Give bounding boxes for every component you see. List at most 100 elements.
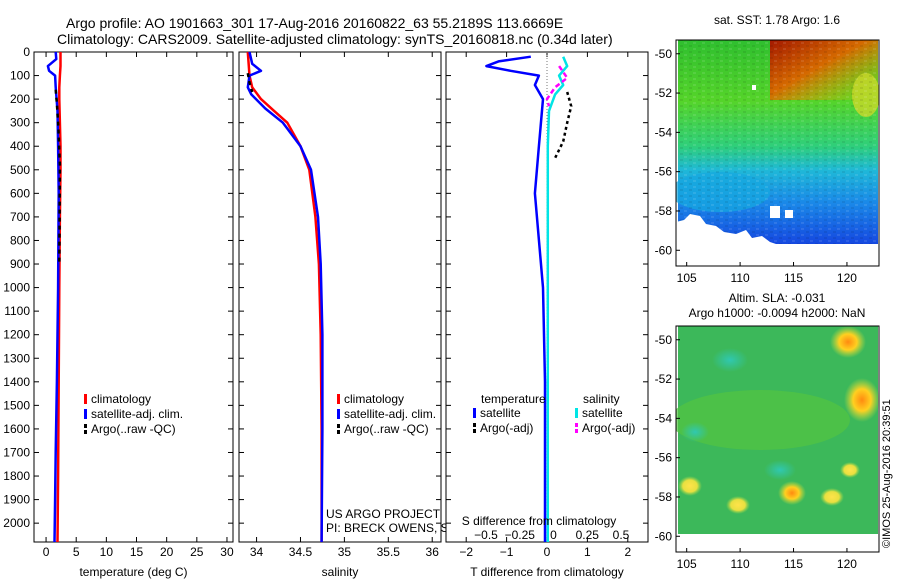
differences-x-tick-label: −1 bbox=[500, 545, 514, 559]
differences-top-tick-label: 0 bbox=[550, 528, 557, 542]
differences-top-tick-label: 0.5 bbox=[613, 528, 630, 542]
temperature-x-tick-label: 5 bbox=[73, 545, 80, 559]
differences-x-tick-label: −2 bbox=[459, 545, 473, 559]
temperature-series-argo-raw-qc- bbox=[54, 89, 62, 265]
temperature-legend-argo-swatch bbox=[84, 430, 87, 434]
differences-legend-header-temperature: temperature bbox=[481, 392, 546, 406]
temperature-y-tick-label: 300 bbox=[10, 116, 30, 130]
salinity-x-tick-label: 36 bbox=[426, 545, 440, 559]
differences-series-temperature-satellite bbox=[485, 55, 547, 542]
differences-top-tick-label: −0.25 bbox=[505, 528, 536, 542]
sst-map-y-tick-label: -58 bbox=[655, 204, 673, 218]
temperature-y-tick-label: 1900 bbox=[3, 493, 30, 507]
temperature-legend-climatology-swatch bbox=[84, 394, 87, 404]
sla-map-y-tick-label: -54 bbox=[655, 411, 673, 425]
differences-legend-salinity-satellite-label: satellite bbox=[582, 406, 623, 420]
sla-cool-anomaly bbox=[764, 460, 796, 480]
temperature-y-tick-label: 1700 bbox=[3, 445, 30, 459]
sla-warm-anomaly bbox=[844, 378, 879, 422]
sst-map-x-tick-label: 115 bbox=[784, 271, 803, 285]
temperature-y-tick-label: 2000 bbox=[3, 516, 30, 530]
sla-map-y-tick-label: -58 bbox=[655, 490, 673, 504]
differences-series-temperature-argo-adj- bbox=[553, 91, 573, 159]
differences-x-tick-label: 0 bbox=[544, 545, 551, 559]
sst-map-y-tick-label: -56 bbox=[655, 165, 673, 179]
sst-map-y-tick-label: -52 bbox=[655, 86, 673, 100]
sst-map-x-tick-label: 110 bbox=[731, 271, 750, 285]
difference-profile-panel: −2 −1 0 1 2T difference from climatology S di… bbox=[445, 51, 649, 579]
temperature-x-tick-label: 10 bbox=[100, 545, 114, 559]
sst-map-x-tick-label: 120 bbox=[837, 271, 857, 285]
differences-series-salinity-satellite bbox=[546, 56, 569, 542]
sst-argo-location-marker bbox=[752, 85, 756, 90]
differences-legend-salinity-argo-swatch bbox=[575, 423, 578, 427]
salinity-legend-argo-label: Argo(..raw -QC) bbox=[344, 422, 429, 436]
sla-cool-anomaly bbox=[681, 422, 709, 442]
sst-map-x-tick-label: 105 bbox=[677, 271, 697, 285]
temperature-y-tick-label: 800 bbox=[10, 233, 30, 247]
sla-map-y-tick-label: -56 bbox=[655, 451, 673, 465]
differences-top-axis-label: S difference from climatology bbox=[462, 514, 617, 528]
temperature-profile-panel: 0 5 10 15 20 25 300100200300400500600700800900… bbox=[3, 45, 234, 579]
temperature-y-tick-label: 700 bbox=[10, 210, 30, 224]
differences-legend-salinity-argo-swatch bbox=[575, 429, 578, 433]
salinity-legend-climatology-swatch bbox=[337, 394, 340, 404]
temperature-series-climatology bbox=[56, 52, 62, 543]
project-annotation: US ARGO PROJECT bbox=[326, 507, 441, 521]
differences-x-tick-label: 2 bbox=[624, 545, 631, 559]
salinity-series-argo-raw-qc- bbox=[246, 72, 254, 93]
salinity-legend-argo-swatch bbox=[337, 430, 340, 434]
salinity-x-tick-label: 35 bbox=[338, 545, 352, 559]
sst-map-y-tick-label: -54 bbox=[655, 125, 673, 139]
temperature-y-tick-label: 900 bbox=[10, 257, 30, 271]
salinity-plot-frame bbox=[238, 51, 442, 543]
sla-warm-anomaly bbox=[726, 496, 750, 514]
temperature-y-tick-label: 1200 bbox=[3, 328, 30, 342]
temperature-legend-climatology-label: climatology bbox=[91, 392, 151, 406]
salinity-legend-climatology-label: climatology bbox=[344, 392, 404, 406]
differences-x-tick-label: 1 bbox=[584, 545, 591, 559]
salinity-legend-satellite-label: satellite-adj. clim. bbox=[344, 407, 436, 421]
sst-map-frame bbox=[675, 39, 880, 267]
sla-warm-anomaly bbox=[778, 481, 806, 505]
sla-map-title-line1: Altim. SLA: -0.031 bbox=[729, 291, 826, 305]
figure-title-line1: Argo profile: AO 1901663_301 17-Aug-2016… bbox=[66, 15, 563, 31]
sla-warm-anomaly bbox=[678, 476, 702, 496]
differences-top-tick-label: −0.5 bbox=[474, 528, 498, 542]
temperature-x-tick-label: 0 bbox=[43, 545, 50, 559]
temperature-y-tick-label: 500 bbox=[10, 163, 30, 177]
salinity-x-axis-label: salinity bbox=[322, 565, 359, 579]
temperature-series-satellite-adj-clim- bbox=[46, 51, 60, 543]
temperature-legend-satellite-swatch bbox=[84, 409, 87, 419]
figure-title-line2: Climatology: CARS2009. Satellite-adjuste… bbox=[57, 31, 613, 47]
salinity-x-tick-label: 35.5 bbox=[377, 545, 401, 559]
sla-map-y-tick-label: -52 bbox=[655, 372, 673, 386]
differences-top-tick-label: 0.25 bbox=[576, 528, 600, 542]
temperature-y-tick-label: 1300 bbox=[3, 351, 30, 365]
temperature-legend-satellite-label: satellite-adj. clim. bbox=[91, 407, 183, 421]
temperature-y-tick-label: 0 bbox=[23, 45, 30, 59]
temperature-y-tick-label: 1100 bbox=[4, 304, 30, 318]
differences-legend-temperature-satellite-label: satellite bbox=[480, 406, 521, 420]
sla-field-band bbox=[676, 390, 850, 450]
temperature-legend-argo-swatch bbox=[84, 424, 87, 428]
sla-map-x-tick-label: 110 bbox=[731, 557, 750, 571]
sst-map-panel: sat. SST: 1.78 Argo: 1.6 105 110 115 120 -50… bbox=[655, 13, 880, 285]
sla-warm-anomaly bbox=[820, 488, 844, 506]
salinity-profile-panel: 34 34.5 35 35.5 36salinityclimatologysatelli… bbox=[238, 51, 606, 579]
temperature-y-tick-label: 100 bbox=[10, 69, 30, 83]
salinity-series-satellite-adj-clim- bbox=[246, 51, 324, 543]
temperature-x-tick-label: 20 bbox=[160, 545, 174, 559]
sla-cool-anomaly bbox=[712, 348, 748, 372]
differences-series-salinity-argo-adj- bbox=[545, 65, 569, 107]
sla-warm-anomaly bbox=[830, 326, 866, 358]
differences-legend-temperature-argo-label: Argo(-adj) bbox=[480, 421, 533, 435]
temperature-plot-frame bbox=[33, 51, 234, 543]
sla-map-title-line2: Argo h1000: -0.0094 h2000: NaN bbox=[689, 306, 866, 320]
salinity-legend-satellite-swatch bbox=[337, 409, 340, 419]
sla-map-frame bbox=[675, 325, 880, 553]
salinity-legend-argo-swatch bbox=[337, 424, 340, 428]
sst-map-y-tick-label: -60 bbox=[655, 243, 673, 257]
sst-missing-data-gap bbox=[770, 206, 780, 218]
temperature-y-tick-label: 400 bbox=[10, 139, 30, 153]
